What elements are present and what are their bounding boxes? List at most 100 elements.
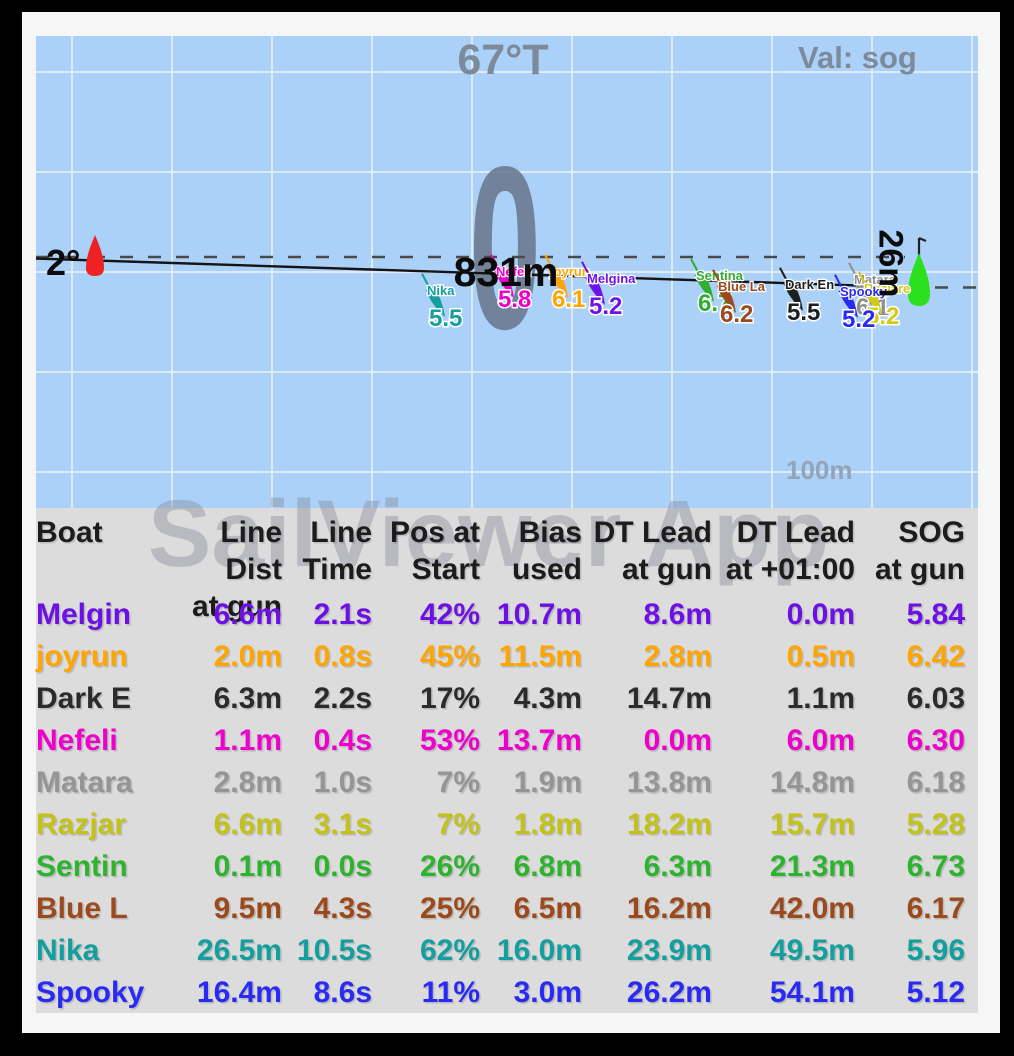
boat-trail — [712, 269, 723, 287]
table-row-melgin[interactable]: Melgin 6.6m 2.1s 42% 10.7m 8.6m 0.0m 5.84 — [36, 594, 978, 636]
boat-marker-razjare[interactable]: Razjare 5.2 — [855, 269, 912, 332]
start-line — [36, 257, 920, 289]
boat-label: Razjare — [864, 281, 910, 296]
value-cell: 6.18 — [906, 766, 965, 799]
header-line2: at gun — [192, 590, 282, 623]
boat-trail — [544, 254, 555, 272]
column-header-line-time[interactable]: Line Time — [290, 514, 382, 625]
boat-trail — [490, 254, 501, 272]
table-row-blue-l[interactable]: Blue L 9.5m 4.3s 25% 6.5m 16.2m 42.0m 6.17 — [36, 888, 978, 930]
value-cell: 3.1s — [313, 808, 372, 841]
boat-label: Nefeli — [496, 264, 531, 279]
boat-sog-value: 6.1 — [552, 286, 585, 313]
value-cell: 15.7m — [769, 808, 855, 841]
value-cell: 0.5m — [786, 640, 855, 673]
boat-name: Blue L — [36, 892, 128, 925]
header-line1: Pos at — [389, 516, 480, 549]
start-line-map[interactable]: 0 Nika 5.5 Nefeli 5.8 joyrun 6.1 Melgina 5.2 Sen… — [36, 36, 978, 508]
table-row-sentin[interactable]: Sentin 0.1m 0.0s 26% 6.8m 6.3m 21.3m 6.73 — [36, 846, 978, 888]
value-cell: 6.3m — [213, 682, 282, 715]
boat-sog-value: 5.2 — [842, 306, 875, 333]
value-cell: 26% — [419, 850, 480, 883]
table-row-dark-e[interactable]: Dark E 6.3m 2.2s 17% 4.3m 14.7m 1.1m 6.03 — [36, 678, 978, 720]
stbd-pin[interactable] — [908, 253, 930, 306]
boat-sog-value: 5.2 — [589, 293, 622, 320]
value-cell: 21.3m — [769, 850, 855, 883]
value-cell: 2.8m — [643, 640, 712, 673]
table-row-matara[interactable]: Matara 2.8m 1.0s 7% 1.9m 13.8m 14.8m 6.18 — [36, 762, 978, 804]
boat-marker-joyrun[interactable]: joyrun 6.1 — [541, 252, 591, 315]
boat-name: Razjar — [36, 808, 127, 841]
stbd-end-label: 26m — [871, 229, 910, 298]
value-cell: 1.9m — [513, 766, 582, 799]
value-cell: 1.1m — [213, 724, 282, 757]
boat-marker-blue-la[interactable]: Blue La 6.2 — [709, 267, 767, 330]
value-cell: 9.5m — [213, 892, 282, 925]
table-row-nika[interactable]: Nika 26.5m 10.5s 62% 16.0m 23.9m 49.5m 5.96 — [36, 930, 978, 972]
header-line1: DT Lead — [736, 516, 855, 549]
header-line2: used — [511, 553, 582, 586]
boat-marker-melgina[interactable]: Melgina 5.2 — [578, 259, 637, 322]
value-cell: 6.3m — [643, 850, 712, 883]
value-cell: 0.0m — [643, 724, 712, 757]
boat-hull-icon — [494, 266, 514, 299]
value-cell: 6.6m — [213, 598, 282, 631]
val-selector[interactable]: Val: sog — [798, 40, 917, 75]
boat-marker-nika[interactable]: Nika 5.5 — [418, 271, 464, 334]
column-header-bias-used[interactable]: Bias used — [486, 514, 588, 625]
value-cell: 6.8m — [513, 850, 582, 883]
value-cell: 5.28 — [906, 808, 965, 841]
boat-hull-icon — [852, 274, 872, 307]
header-line2: Start — [411, 553, 480, 586]
value-cell: 2.0m — [213, 640, 282, 673]
value-cell: 2.1s — [313, 598, 372, 631]
map-scale-label: 100m — [786, 455, 853, 485]
boat-hull-icon — [716, 281, 736, 314]
app-card: SailViewer App 0 Nika 5.5 Nefeli 5.8 joyrun 6… — [22, 12, 1000, 1033]
value-cell: 1.0s — [313, 766, 372, 799]
boat-trail — [581, 261, 592, 279]
header-line2: at gun — [622, 553, 712, 586]
boat-marker-nefeli[interactable]: Nefeli 5.8 — [487, 252, 533, 315]
table-row-razjar[interactable]: Razjar 6.6m 3.1s 7% 1.8m 18.2m 15.7m 5.28 — [36, 804, 978, 846]
column-header-dt-lead-at-01-00[interactable]: DT Lead at +01:00 — [718, 514, 862, 625]
value-cell: 6.03 — [906, 682, 965, 715]
course-heading-label: 67°T — [457, 36, 549, 84]
map-background — [36, 36, 978, 508]
value-cell: 7% — [436, 766, 480, 799]
boat-sog-value: 5.8 — [498, 286, 531, 313]
value-cell: 6.42 — [906, 640, 965, 673]
port-pin[interactable] — [86, 235, 104, 276]
boat-name: joyrun — [36, 640, 128, 673]
value-cell: 0.0m — [786, 598, 855, 631]
value-cell: 11% — [421, 976, 480, 1009]
header-line1: Boat — [36, 516, 103, 549]
boat-label: Dark En — [785, 277, 834, 292]
table-row-spooky[interactable]: Spooky 16.4m 8.6s 11% 3.0m 26.2m 54.1m 5.12 — [36, 972, 978, 1014]
value-cell: 0.4s — [313, 724, 372, 757]
header-line1: DT Lead — [593, 516, 712, 549]
boat-trail — [690, 258, 701, 276]
boat-marker-dark-en[interactable]: Dark En 5.5 — [776, 265, 835, 328]
value-cell: 25% — [419, 892, 480, 925]
column-header-dt-lead-at-gun[interactable]: DT Lead at gun — [588, 514, 718, 625]
table-row-joyrun[interactable]: joyrun 2.0m 0.8s 45% 11.5m 2.8m 0.5m 6.42 — [36, 636, 978, 678]
boat-sog-value: 5.2 — [866, 303, 899, 330]
value-cell: 2.2s — [313, 682, 372, 715]
boat-markers-layer: Nika5.5Nefeli5.8joyrun6.1Melgina5.2Senti… — [418, 252, 912, 335]
table-row-nefeli[interactable]: Nefeli 1.1m 0.4s 53% 13.7m 0.0m 6.0m 6.30 — [36, 720, 978, 762]
value-cell: 16.2m — [626, 892, 712, 925]
value-cell: 26.5m — [196, 934, 282, 967]
column-header-sog-at-gun[interactable]: SOG at gun — [862, 514, 978, 625]
boat-sog-value: 6.2 — [720, 301, 753, 328]
table-background — [36, 508, 978, 1013]
boat-trail — [421, 273, 432, 291]
boat-marker-spooky[interactable]: Spooky 5.2 — [831, 272, 889, 335]
boat-hull-icon — [548, 266, 568, 299]
column-header-boat[interactable]: Boat — [36, 514, 166, 625]
column-header-line-dist-at-gun[interactable]: Line Dist at gun — [166, 514, 290, 625]
value-cell: 14.7m — [626, 682, 712, 715]
column-header-pos-at-start[interactable]: Pos at Start — [382, 514, 486, 625]
value-cell: 13.8m — [626, 766, 712, 799]
